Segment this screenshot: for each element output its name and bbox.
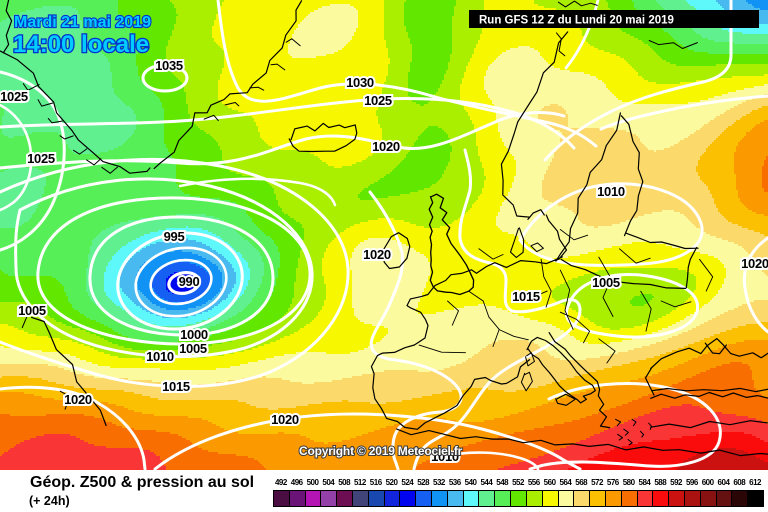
svg-text:Mardi 21 mai 2019: Mardi 21 mai 2019 xyxy=(14,14,151,31)
svg-text:1015: 1015 xyxy=(512,289,540,304)
svg-text:1020: 1020 xyxy=(271,412,299,427)
svg-text:995: 995 xyxy=(164,229,185,244)
svg-text:1005: 1005 xyxy=(592,275,620,290)
svg-text:1025: 1025 xyxy=(364,93,392,108)
svg-text:1035: 1035 xyxy=(155,58,183,73)
svg-text:1025: 1025 xyxy=(27,151,55,166)
svg-text:990: 990 xyxy=(179,274,200,289)
svg-text:1020: 1020 xyxy=(64,392,92,407)
svg-text:1020: 1020 xyxy=(363,247,391,262)
svg-text:1010: 1010 xyxy=(431,449,459,464)
svg-text:1000: 1000 xyxy=(180,327,208,342)
svg-text:Copyright © 2019 Meteociel.fr: Copyright © 2019 Meteociel.fr xyxy=(299,444,463,458)
svg-text:1025: 1025 xyxy=(0,89,28,104)
svg-text:1005: 1005 xyxy=(179,341,207,356)
svg-text:1010: 1010 xyxy=(597,184,625,199)
svg-text:1005: 1005 xyxy=(18,303,46,318)
svg-text:14:00 locale: 14:00 locale xyxy=(13,31,149,58)
svg-text:1020: 1020 xyxy=(372,139,400,154)
svg-text:1020: 1020 xyxy=(741,256,768,271)
svg-text:1010: 1010 xyxy=(146,349,174,364)
svg-text:1015: 1015 xyxy=(162,379,190,394)
svg-text:1030: 1030 xyxy=(346,75,374,90)
svg-text:Run GFS 12 Z du Lundi 20 mai 2: Run GFS 12 Z du Lundi 20 mai 2019 xyxy=(479,15,674,27)
